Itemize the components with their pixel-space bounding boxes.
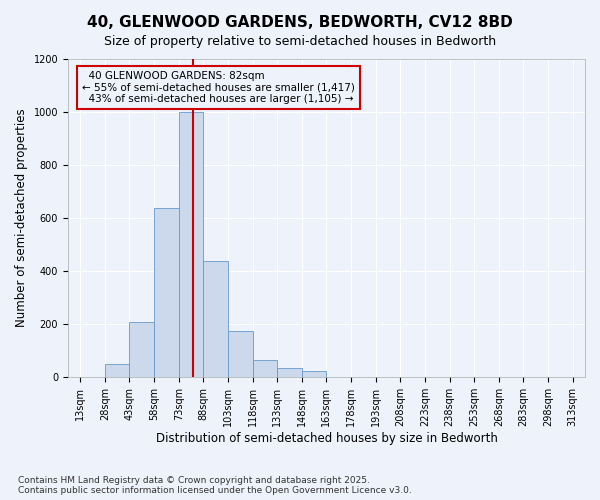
X-axis label: Distribution of semi-detached houses by size in Bedworth: Distribution of semi-detached houses by … — [155, 432, 497, 445]
Text: 40 GLENWOOD GARDENS: 82sqm  
← 55% of semi-detached houses are smaller (1,417)
 : 40 GLENWOOD GARDENS: 82sqm ← 55% of semi… — [82, 71, 355, 104]
Text: Contains HM Land Registry data © Crown copyright and database right 2025.
Contai: Contains HM Land Registry data © Crown c… — [18, 476, 412, 495]
Bar — [253, 360, 277, 378]
Y-axis label: Number of semi-detached properties: Number of semi-detached properties — [15, 109, 28, 328]
Text: 40, GLENWOOD GARDENS, BEDWORTH, CV12 8BD: 40, GLENWOOD GARDENS, BEDWORTH, CV12 8BD — [87, 15, 513, 30]
Text: Size of property relative to semi-detached houses in Bedworth: Size of property relative to semi-detach… — [104, 35, 496, 48]
Bar — [179, 112, 203, 378]
Bar — [154, 208, 179, 378]
Bar — [228, 331, 253, 378]
Bar — [130, 322, 154, 378]
Bar — [277, 368, 302, 378]
Bar — [105, 364, 130, 378]
Bar — [203, 260, 228, 378]
Bar — [302, 370, 326, 378]
